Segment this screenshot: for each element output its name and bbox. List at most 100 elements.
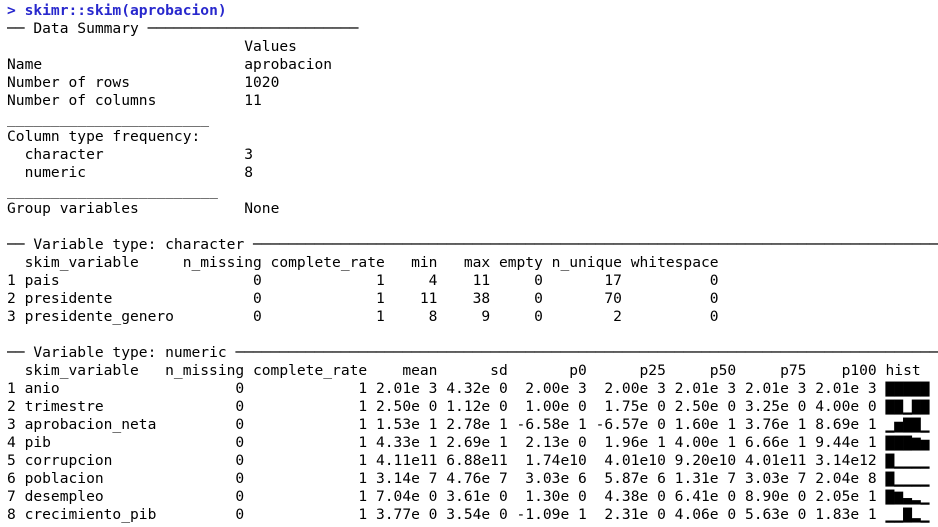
frequency-row-character: character 3: [7, 146, 938, 164]
cell-p0: 2.00e 3: [525, 380, 587, 397]
cell-skim-variable: presidente_genero: [24, 308, 174, 325]
data-summary-values-header: Values: [7, 38, 938, 56]
col-header-mean: mean: [402, 362, 438, 379]
row-index: 4: [7, 434, 16, 451]
spacer: [7, 362, 16, 380]
type-count: 3: [244, 146, 254, 163]
cell-p100: 3.14e12: [815, 452, 877, 469]
cell-n-missing: 0: [252, 290, 262, 307]
cell-p50: 4.00e 1: [674, 434, 737, 451]
col-header-p75: p75: [780, 362, 807, 379]
col-header-p0: p0: [569, 362, 587, 379]
cell-mean: 2.01e 3: [375, 380, 438, 397]
numeric-table-row: 4 pib 0 1 4.33e 1 2.69e 1 2.13e 0 1.96e …: [7, 434, 938, 452]
row-index: 2: [7, 398, 16, 415]
cell-mean: 1.53e 1: [375, 416, 438, 433]
cell-sd: 4.76e 7: [446, 470, 508, 487]
row-index: 8: [7, 506, 16, 523]
col-header-hist: hist: [885, 362, 921, 379]
histogram-glyph: ▇▁▁▁▁: [885, 470, 930, 487]
cell-p50: 6.41e 0: [674, 488, 737, 505]
cell-p50: 9.20e10: [674, 452, 737, 469]
numeric-table-row: 3 aprobacion_neta 0 1 1.53e 1 2.78e 1 -6…: [7, 416, 938, 434]
cell-sd: 6.88e11: [446, 452, 508, 469]
cell-mean: 4.11e11: [375, 452, 438, 469]
cell-p0: 3.03e 6: [525, 470, 587, 487]
numeric-table-row: 2 trimestre 0 1 2.50e 0 1.12e 0 1.00e 0 …: [7, 398, 938, 416]
row-index: 6: [7, 470, 16, 487]
cell-complete-rate: 1: [358, 506, 368, 523]
cell-n-missing: 0: [235, 398, 245, 415]
cell-skim-variable: aprobacion_neta: [24, 416, 157, 433]
col-header-skim-variable: skim_variable: [24, 362, 139, 379]
cell-p25: 1.96e 1: [604, 434, 666, 451]
cell-empty: 0: [534, 308, 543, 325]
cell-complete-rate: 1: [358, 488, 368, 505]
cell-min: 4: [428, 272, 438, 289]
col-header-p25: p25: [639, 362, 666, 379]
col-header-min: min: [411, 254, 438, 271]
col-header-skim-variable: skim_variable: [24, 254, 139, 271]
cell-n-missing: 0: [235, 416, 245, 433]
cell-skim-variable: anio: [24, 380, 60, 397]
cell-p25: 5.87e 6: [604, 470, 666, 487]
cell-p100: 4.00e 0: [815, 398, 877, 415]
character-table-title: ── Variable type: character ────────────…: [7, 236, 938, 253]
col-header-p50: p50: [709, 362, 737, 379]
cell-skim-variable: crecimiento_pib: [24, 506, 157, 523]
cell-n-unique: 17: [604, 272, 622, 289]
cell-sd: 3.61e 0: [446, 488, 508, 505]
col-header-sd: sd: [490, 362, 508, 379]
col-header-n-missing: n_missing: [182, 254, 262, 271]
col-header-n-missing: n_missing: [165, 362, 245, 379]
cell-mean: 3.77e 0: [375, 506, 438, 523]
cell-p25: 4.38e 0: [604, 488, 666, 505]
cell-n-unique: 70: [604, 290, 622, 307]
cell-p75: 5.63e 0: [744, 506, 807, 523]
cell-p0: 1.74e10: [525, 452, 587, 469]
summary-label: Number of rows: [7, 74, 131, 91]
cell-p0: 2.13e 0: [525, 434, 587, 451]
cell-whitespace: 0: [709, 272, 719, 289]
cell-empty: 0: [534, 272, 543, 289]
cell-min: 8: [428, 308, 438, 325]
cell-mean: 4.33e 1: [375, 434, 438, 451]
cell-mean: 7.04e 0: [375, 488, 438, 505]
cell-p25: 2.00e 3: [604, 380, 666, 397]
row-index: 1: [7, 380, 16, 397]
cell-p75: 3.25e 0: [744, 398, 807, 415]
cell-n-missing: 0: [235, 434, 245, 451]
histogram-glyph: ▇▇▇▆▅: [885, 434, 930, 451]
col-header-empty: empty: [498, 254, 543, 271]
blank-line: [7, 218, 938, 236]
row-index: 2: [7, 290, 16, 307]
cell-complete-rate: 1: [358, 470, 368, 487]
col-header-complete-rate: complete_rate: [270, 254, 385, 271]
histogram-glyph: ▇▇▁▇▇: [885, 398, 930, 415]
cell-n-missing: 0: [235, 452, 245, 469]
cell-p75: 4.01e11: [744, 452, 807, 469]
cell-n-missing: 0: [252, 308, 262, 325]
blank-line: [7, 326, 938, 344]
cell-p100: 9.44e 1: [815, 434, 877, 451]
summary-value: 11: [244, 92, 262, 109]
histogram-glyph: ▇▆▃▂▁: [885, 488, 930, 505]
cell-p75: 8.90e 0: [744, 488, 807, 505]
group-variables-value: None: [244, 200, 280, 217]
summary-label: Name: [7, 56, 43, 73]
cell-p0: -6.58e 1: [516, 416, 587, 433]
separator-line: ________________________: [7, 182, 218, 199]
histogram-glyph: ▁▅▇▇▁: [885, 416, 930, 433]
row-index: 3: [7, 308, 16, 325]
cell-mean: 3.14e 7: [375, 470, 438, 487]
cell-skim-variable: desempleo: [24, 488, 104, 505]
cell-n-missing: 0: [252, 272, 262, 289]
cell-p25: 4.01e10: [604, 452, 666, 469]
cell-complete-rate: 1: [375, 290, 385, 307]
group-variables-row: Group variables None: [7, 200, 938, 218]
cell-p25: 2.31e 0: [604, 506, 666, 523]
cell-p0: 1.30e 0: [525, 488, 587, 505]
cell-p75: 6.66e 1: [744, 434, 807, 451]
character-table-header: skim_variable n_missing complete_rate mi…: [7, 254, 938, 272]
type-label: numeric: [24, 164, 87, 181]
